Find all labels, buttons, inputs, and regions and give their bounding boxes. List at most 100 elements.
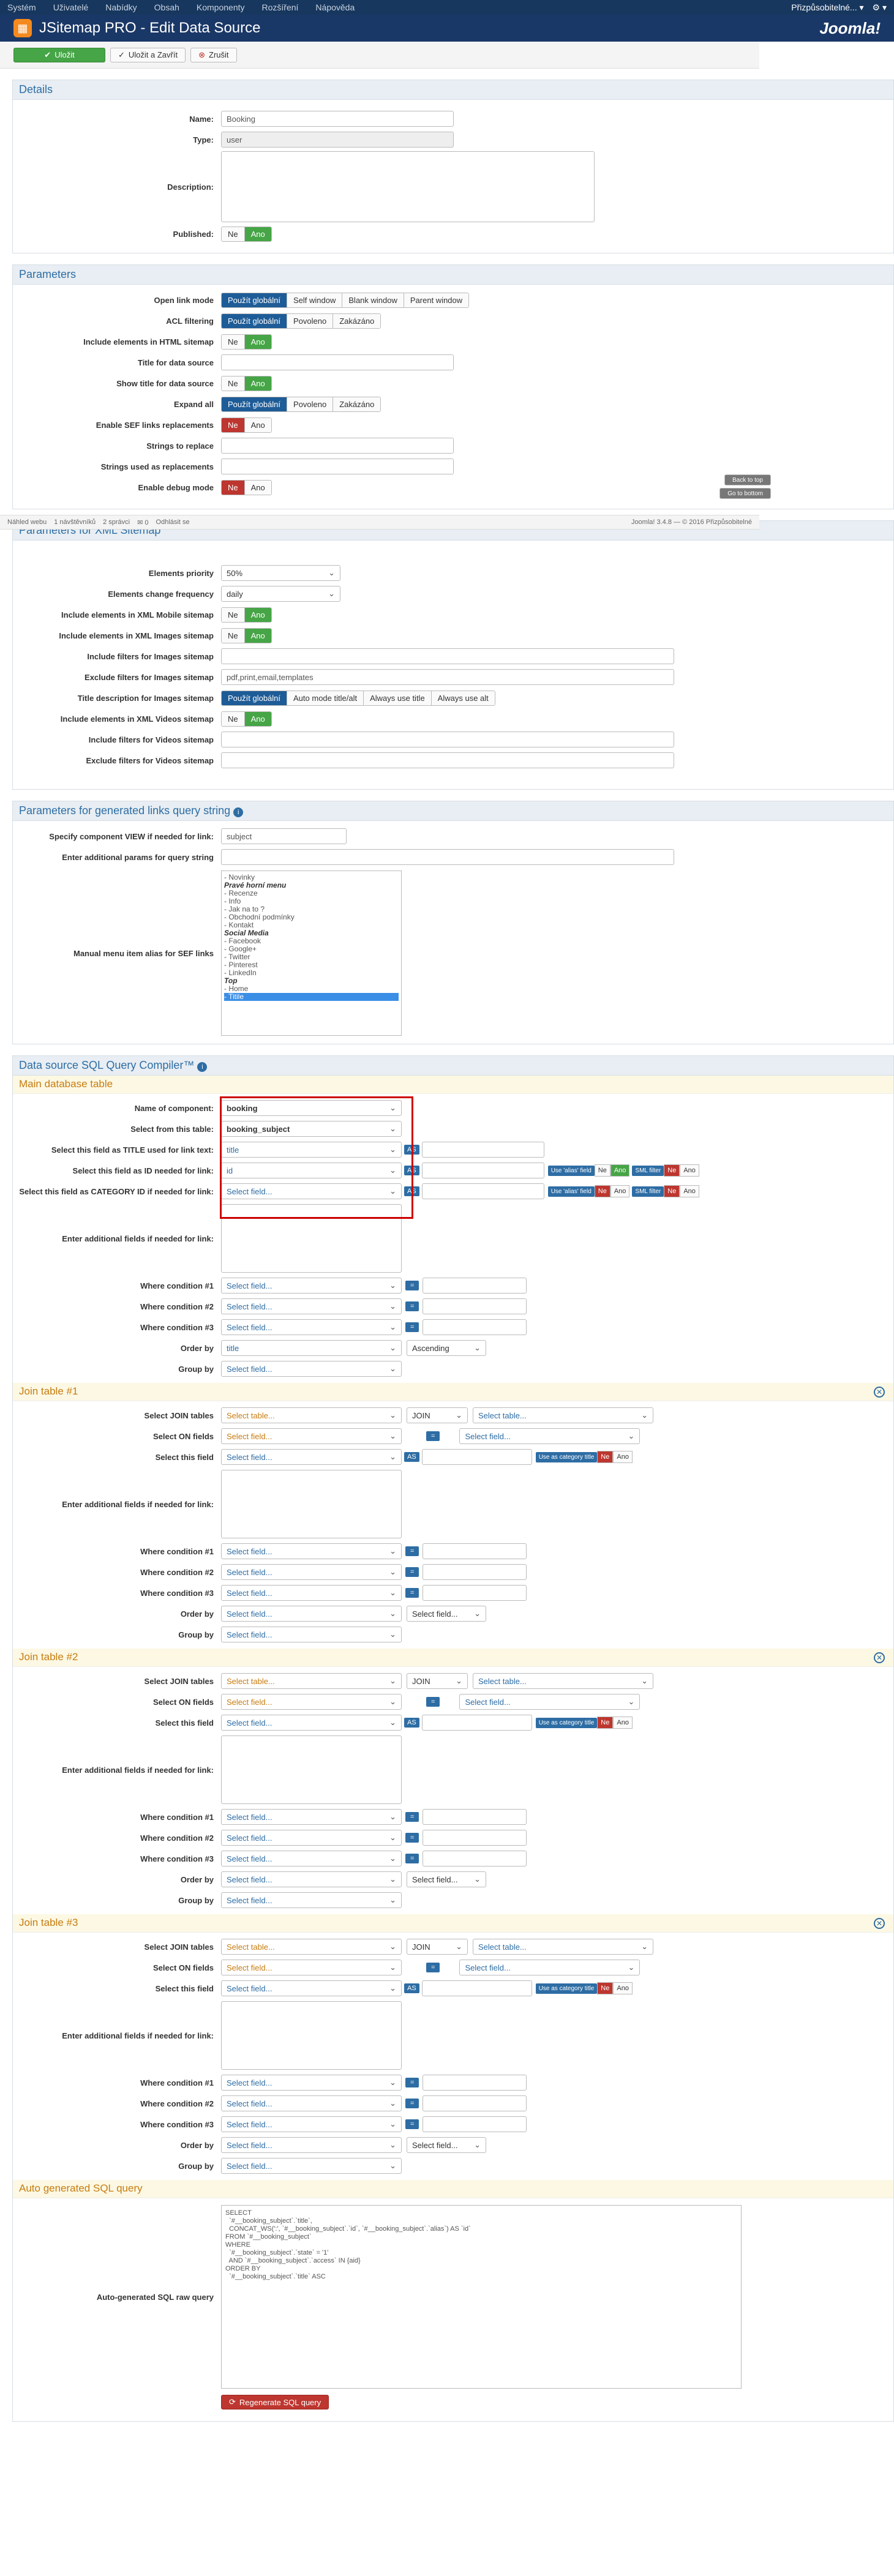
where1-input[interactable]: [423, 1543, 527, 1559]
join-table2-select[interactable]: Select table... ⌄: [473, 1939, 653, 1955]
menu-alias-option[interactable]: - Titile: [224, 993, 399, 1001]
join-type-select[interactable]: JOIN ⌄: [407, 1673, 468, 1689]
group-select[interactable]: Select field... ⌄: [221, 1361, 402, 1377]
where2-input[interactable]: [423, 1564, 527, 1580]
where3-input[interactable]: [423, 1319, 527, 1335]
menu-alias-option[interactable]: - Recenze: [224, 889, 258, 897]
where2-input[interactable]: [423, 1830, 527, 1846]
mobile-toggle[interactable]: Ne Ano: [221, 607, 272, 623]
join-table2-select[interactable]: Select table... ⌄: [473, 1407, 653, 1423]
on-field1-select[interactable]: Select field... ⌄: [221, 1694, 402, 1710]
table-select[interactable]: booking_subject ⌄: [221, 1121, 402, 1137]
menu-alias-option[interactable]: - Novinky: [224, 873, 255, 882]
addfields-textarea[interactable]: [221, 1204, 402, 1273]
exc-vid-input[interactable]: [221, 752, 674, 768]
where2-select[interactable]: Select field... ⌄: [221, 1564, 402, 1580]
show-title-toggle[interactable]: Ne Ano: [221, 375, 272, 391]
inc-vid-input[interactable]: [221, 732, 674, 747]
ds-title-input[interactable]: [221, 354, 454, 370]
menu-item-users[interactable]: Uživatelé: [53, 2, 89, 12]
join-table2-select[interactable]: Select table... ⌄: [473, 1673, 653, 1689]
go-to-bottom-button[interactable]: Go to bottom: [719, 488, 771, 499]
menu-alias-option[interactable]: - LinkedIn: [224, 968, 257, 977]
cat-select[interactable]: Select field... ⌄: [221, 1183, 402, 1199]
menu-item-help[interactable]: Nápověda: [315, 2, 355, 12]
where3-select[interactable]: Select field... ⌄: [221, 1585, 402, 1601]
order-select[interactable]: Select field... ⌄: [221, 1606, 402, 1622]
on-field2-select[interactable]: Select field... ⌄: [459, 1960, 640, 1975]
name-input[interactable]: [221, 111, 454, 127]
this-field-select[interactable]: Select field... ⌄: [221, 1715, 402, 1731]
cancel-button[interactable]: ⊗ Zrušit: [190, 47, 237, 62]
where1-select[interactable]: Select field... ⌄: [221, 1809, 402, 1825]
menu-alias-option[interactable]: - Obchodní podmínky: [224, 913, 295, 921]
this-field-alias-input[interactable]: [421, 1449, 532, 1465]
html-sitemap-toggle[interactable]: Ne Ano: [221, 334, 272, 350]
on-field2-select[interactable]: Select field... ⌄: [459, 1428, 640, 1444]
where1-select[interactable]: Select field... ⌄: [221, 2075, 402, 2091]
this-field-alias-input[interactable]: [421, 1980, 532, 1996]
join-table-select[interactable]: Select table... ⌄: [221, 1673, 402, 1689]
order-dir-select[interactable]: Ascending ⌄: [407, 1340, 486, 1356]
close-icon[interactable]: ✕: [874, 1918, 885, 1929]
menu-item-content[interactable]: Obsah: [154, 2, 179, 12]
where2-select[interactable]: Select field... ⌄: [221, 1298, 402, 1314]
save-button[interactable]: ✔ Uložit: [13, 47, 105, 62]
where3-input[interactable]: [423, 1851, 527, 1866]
addfields-textarea[interactable]: [221, 1470, 402, 1538]
where1-input[interactable]: [423, 1809, 527, 1825]
where1-input[interactable]: [423, 2075, 527, 2091]
where1-input[interactable]: [423, 1278, 527, 1294]
menu-alias-option[interactable]: Social Media: [224, 929, 269, 937]
exc-img-input[interactable]: [221, 669, 674, 685]
addparams-input[interactable]: [221, 849, 674, 865]
order-dir-select[interactable]: Select field... ⌄: [407, 1606, 486, 1622]
menu-item-system[interactable]: Systém: [7, 2, 36, 12]
description-textarea[interactable]: [221, 151, 595, 222]
menu-item-menus[interactable]: Nabídky: [105, 2, 137, 12]
menu-item-extensions[interactable]: Rozšíření: [261, 2, 299, 12]
menu-item-components[interactable]: Komponenty: [196, 2, 245, 12]
this-field-select[interactable]: Select field... ⌄: [221, 1449, 402, 1465]
group-select[interactable]: Select field... ⌄: [221, 2158, 402, 2174]
replacements-input[interactable]: [221, 459, 454, 474]
published-toggle[interactable]: Ne Ano: [221, 226, 272, 242]
on-field1-select[interactable]: Select field... ⌄: [221, 1960, 402, 1975]
join-table-select[interactable]: Select table... ⌄: [221, 1407, 402, 1423]
this-field-alias-input[interactable]: [421, 1715, 532, 1731]
where2-input[interactable]: [423, 1298, 527, 1314]
logout-link[interactable]: Odhlásit se: [156, 519, 190, 526]
title-field-select[interactable]: title ⌄: [221, 1142, 402, 1158]
save-close-button[interactable]: ✓ Uložit a Zavřít: [110, 47, 186, 62]
menu-alias-option[interactable]: - Jak na to ?: [224, 905, 265, 913]
priority-select[interactable]: 50% ⌄: [221, 565, 340, 581]
join-type-select[interactable]: JOIN ⌄: [407, 1407, 468, 1423]
gear-icon[interactable]: ⚙ ▾: [872, 2, 887, 12]
id-alias-input[interactable]: [421, 1163, 544, 1178]
where1-select[interactable]: Select field... ⌄: [221, 1543, 402, 1559]
view-site-link[interactable]: Náhled webu: [7, 519, 47, 526]
regenerate-button[interactable]: ⟳ Regenerate SQL query: [221, 2395, 329, 2409]
where3-input[interactable]: [423, 1585, 527, 1601]
title-desc-toggle[interactable]: Použít globální Auto mode title/alt Always…: [221, 690, 495, 706]
frequency-select[interactable]: daily ⌄: [221, 586, 340, 602]
acl-toggle[interactable]: Použít globální Povoleno Zakázáno: [221, 313, 381, 329]
videos-toggle[interactable]: Ne Ano: [221, 711, 272, 727]
title-alias-input[interactable]: [421, 1142, 544, 1158]
where2-select[interactable]: Select field... ⌄: [221, 1830, 402, 1846]
addfields-textarea[interactable]: [221, 2001, 402, 2070]
where2-input[interactable]: [423, 2095, 527, 2111]
where3-select[interactable]: Select field... ⌄: [221, 2116, 402, 2132]
component-select[interactable]: booking ⌄: [221, 1100, 402, 1116]
menu-alias-option[interactable]: - Pinterest: [224, 960, 258, 969]
addfields-textarea[interactable]: [221, 1735, 402, 1804]
cat-alias-input[interactable]: [421, 1183, 544, 1199]
menu-alias-option[interactable]: Top: [224, 976, 238, 985]
menu-alias-option[interactable]: - Kontakt: [224, 921, 254, 929]
close-icon[interactable]: ✕: [874, 1387, 885, 1398]
where3-select[interactable]: Select field... ⌄: [221, 1319, 402, 1335]
group-select[interactable]: Select field... ⌄: [221, 1892, 402, 1908]
order-dir-select[interactable]: Select field... ⌄: [407, 1871, 486, 1887]
user-menu[interactable]: Přizpůsobitelné... ▾: [791, 2, 864, 12]
open-mode-toggle[interactable]: Použít globální Self window Blank window Pa…: [221, 292, 470, 308]
